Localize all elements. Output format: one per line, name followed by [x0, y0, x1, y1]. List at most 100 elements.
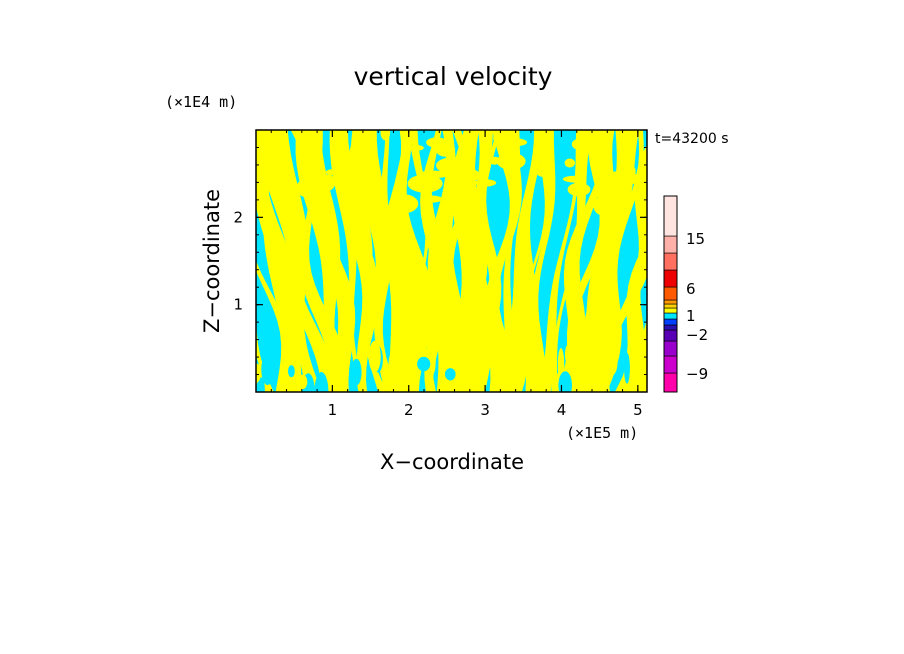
field-blob: [589, 375, 600, 392]
colorbar-band: [663, 355, 678, 374]
field-blob: [558, 371, 572, 392]
field-stripe: [595, 130, 644, 392]
field-blob: [564, 344, 572, 365]
colorbar-band: [663, 235, 678, 254]
field-blob: [380, 380, 389, 392]
field-blob: [355, 154, 373, 163]
y-tick-label: 2: [233, 208, 243, 226]
field-blob: [256, 166, 267, 172]
field-blob: [325, 169, 343, 176]
field-blob: [571, 138, 590, 151]
field-blob: [380, 130, 391, 141]
colorbar: [663, 195, 678, 393]
field-blob: [623, 173, 641, 184]
colorbar-label: 1: [686, 307, 696, 325]
field-blob: [567, 182, 591, 197]
velocity-field: [256, 130, 647, 392]
field-blob: [496, 362, 503, 392]
field-blob: [603, 352, 618, 377]
colorbar-band: [663, 340, 678, 357]
field-blob: [595, 152, 611, 163]
field-stripe: [502, 130, 521, 392]
colorbar-label: 15: [686, 230, 705, 248]
x-axis: 1 2 3 4 5: [270, 130, 643, 419]
x-tick-label: 1: [328, 401, 338, 419]
colorbar-band: [663, 269, 678, 288]
colorbar-band: [663, 303, 678, 309]
field-blob: [267, 148, 285, 168]
colorbar-band: [663, 286, 678, 301]
field-blob: [445, 368, 456, 381]
field-blob: [351, 358, 362, 386]
field-blob: [512, 365, 526, 391]
colorbar-band: [663, 312, 678, 320]
field-blob: [368, 340, 381, 373]
y-axis: 12: [233, 146, 647, 376]
colorbar-band: [663, 195, 678, 237]
field-stripe: [256, 367, 267, 392]
field-stripe: [484, 130, 522, 392]
field-blob: [338, 167, 363, 177]
y-tick-label: 1: [233, 296, 243, 314]
field-blob: [407, 174, 443, 193]
field-blob: [493, 132, 504, 144]
x-tick-label: 3: [480, 401, 490, 419]
x-scale-label: (×1E5 m): [566, 424, 638, 442]
chart-title: vertical velocity: [354, 62, 553, 91]
y-scale-label: (×1E4 m): [165, 93, 237, 111]
field-stripe: [329, 130, 365, 392]
colorbar-frame: [663, 195, 678, 393]
field-blob: [404, 144, 424, 152]
field-blob: [436, 157, 469, 174]
colorbar-band: [663, 307, 678, 314]
field-blob: [457, 147, 475, 157]
field-stripe: [522, 130, 550, 392]
field-blob: [564, 158, 575, 168]
colorbar-band: [663, 299, 678, 305]
field-stripe: [579, 130, 629, 392]
field-blob: [489, 156, 500, 165]
y-axis-label: Z−coordinate: [200, 189, 224, 333]
field-blob: [467, 169, 480, 182]
field-blob: [534, 348, 543, 385]
field-stripe: [603, 144, 647, 392]
field-stripe: [539, 130, 584, 392]
field-blob: [421, 195, 443, 203]
field-stripe: [529, 130, 556, 392]
field-stripe: [256, 130, 303, 392]
colorbar-band: [663, 318, 678, 326]
field-stripes: [256, 130, 647, 392]
field-blob: [261, 353, 274, 386]
field-blob: [258, 377, 265, 392]
colorbar-band: [663, 372, 678, 393]
field-stripe: [630, 352, 647, 392]
field-blob: [363, 196, 388, 209]
plot-frame: [255, 129, 648, 393]
x-axis-label: X−coordinate: [380, 450, 524, 474]
colorbar-label: −9: [686, 365, 708, 383]
field-blob: [430, 350, 436, 374]
field-blob: [296, 178, 321, 198]
field-blob: [542, 362, 558, 376]
field-blob: [600, 171, 631, 188]
colorbar-labels: −9 −21 6 15: [686, 230, 708, 383]
field-blob: [389, 194, 419, 214]
field-blob: [297, 374, 308, 390]
colorbar-label: −2: [686, 326, 708, 344]
field-stripe: [256, 149, 290, 392]
field-blob: [417, 356, 431, 372]
colorbar-band: [663, 329, 678, 342]
field-stripe: [567, 130, 616, 392]
field-blob: [593, 196, 613, 216]
field-blob: [426, 137, 448, 148]
x-tick-label: 2: [404, 401, 414, 419]
field-stripe: [333, 130, 386, 392]
field-blob: [320, 174, 336, 191]
field-blob: [288, 365, 295, 378]
field-blob: [388, 354, 394, 380]
x-tick-label: 5: [633, 401, 643, 419]
field-blob: [474, 179, 497, 187]
field-blob: [314, 372, 329, 392]
field-blob: [535, 162, 550, 177]
